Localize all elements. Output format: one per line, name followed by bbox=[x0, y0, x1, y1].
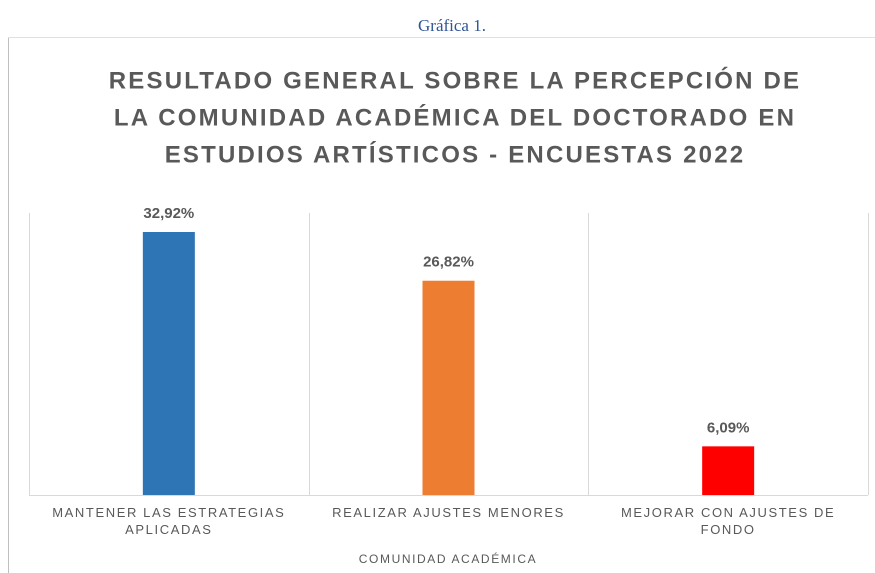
bar bbox=[702, 446, 755, 495]
value-label: 26,82% bbox=[423, 254, 474, 271]
chart-title: ESTUDIOS ARTÍSTICOS - ENCUESTAS 2022 bbox=[165, 140, 746, 168]
value-label: 6,09% bbox=[707, 419, 750, 436]
x-tick-label: MEJORAR CON AJUSTES DE FONDO bbox=[620, 505, 836, 537]
caption: Gráfica 1. bbox=[418, 16, 486, 35]
bar bbox=[422, 280, 475, 495]
chart-title: RESULTADO GENERAL SOBRE LA PERCEPCIÓN DE bbox=[109, 66, 802, 94]
x-axis-label: COMUNIDAD ACADÉMICA bbox=[359, 551, 537, 566]
bar bbox=[142, 232, 195, 495]
x-tick-label: REALIZAR AJUSTES MENORES bbox=[332, 505, 565, 520]
x-tick-label: MANTENER LAS ESTRATEGIAS APLICADAS bbox=[52, 505, 286, 537]
value-label: 32,92% bbox=[143, 205, 194, 222]
chart-title: LA COMUNIDAD ACADÉMICA DEL DOCTORADO EN bbox=[114, 103, 796, 131]
